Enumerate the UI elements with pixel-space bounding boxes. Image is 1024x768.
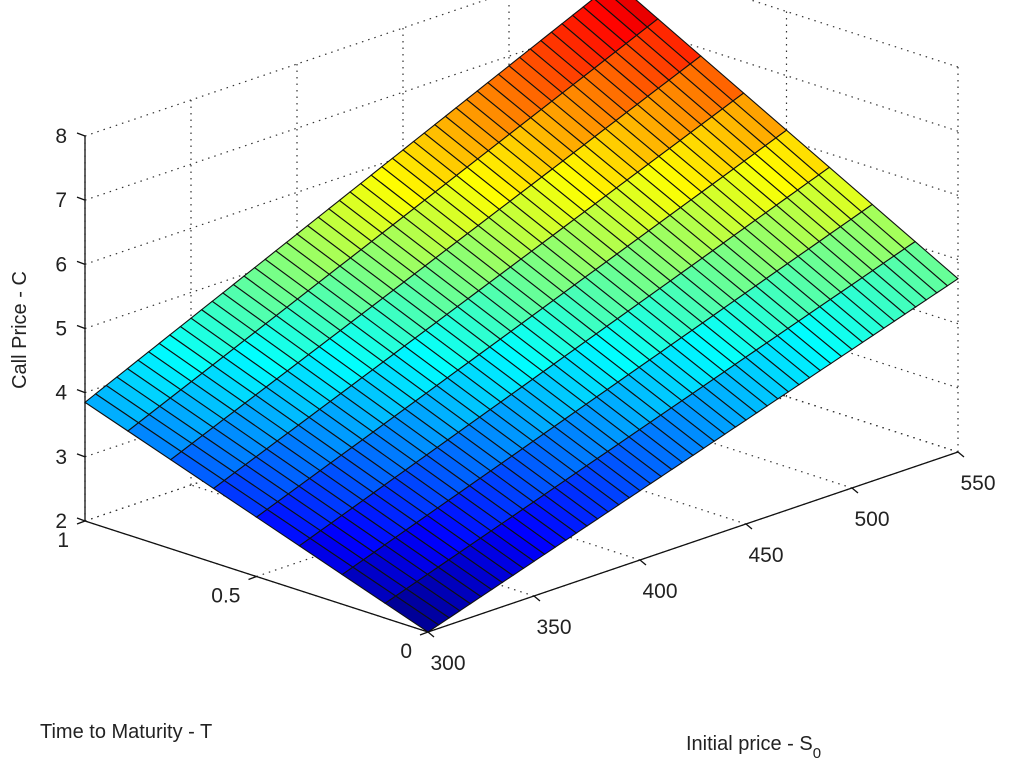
z-tick-mark xyxy=(76,517,86,522)
z-tick-label: 2 xyxy=(55,510,67,533)
z-tick-label: 6 xyxy=(55,253,67,276)
y-tick-label: 1 xyxy=(57,529,69,552)
z-tick-label: 5 xyxy=(55,318,67,341)
tick-labels: 300 350 400 450 500 550 0 0.5 12 3 4 5 6 7 8 xyxy=(55,125,995,675)
y-tick-mark xyxy=(76,520,86,525)
z-axis-label: Call Price - C xyxy=(9,271,31,389)
z-tick-mark xyxy=(76,196,86,201)
z-tick-label: 8 xyxy=(55,125,67,148)
y-tick-mark xyxy=(419,631,429,636)
y-tick-label: 0 xyxy=(400,640,412,663)
x-tick-label: 400 xyxy=(642,580,677,603)
x-tick-label: 500 xyxy=(854,508,889,531)
z-tick-label: 4 xyxy=(55,382,67,405)
x-tick-label: 350 xyxy=(536,616,571,639)
x-axis-label: Initial price - S0 xyxy=(686,733,821,762)
surface xyxy=(84,0,959,633)
z-tick-mark xyxy=(76,132,86,137)
grid-line xyxy=(84,0,488,137)
x-tick-mark xyxy=(639,559,647,566)
x-tick-label: 450 xyxy=(748,544,783,567)
x-axis-line xyxy=(427,451,959,633)
y-tick-label: 0.5 xyxy=(211,585,240,608)
x-tick-mark xyxy=(851,487,859,494)
x-tick-mark xyxy=(427,631,435,638)
grid-line xyxy=(84,19,616,201)
x-tick-mark xyxy=(533,595,541,602)
y-tick-mark xyxy=(248,575,257,581)
z-tick-mark xyxy=(76,260,86,265)
surface-cell xyxy=(384,595,440,633)
z-tick-mark xyxy=(76,389,86,394)
z-tick-label: 3 xyxy=(55,446,67,469)
x-tick-mark xyxy=(745,523,753,530)
x-tick-label: 300 xyxy=(430,652,465,675)
x-tick-mark xyxy=(957,451,965,458)
z-tick-label: 7 xyxy=(55,189,67,212)
x-axis-label-text: Initial price - S xyxy=(686,733,813,755)
x-tick-label: 550 xyxy=(960,472,995,495)
grid-line xyxy=(84,83,616,265)
z-tick-mark xyxy=(76,453,86,458)
x-axis-label-subscript: 0 xyxy=(813,745,821,762)
y-axis-label: Time to Maturity - T xyxy=(40,721,212,743)
z-tick-mark xyxy=(76,324,86,330)
